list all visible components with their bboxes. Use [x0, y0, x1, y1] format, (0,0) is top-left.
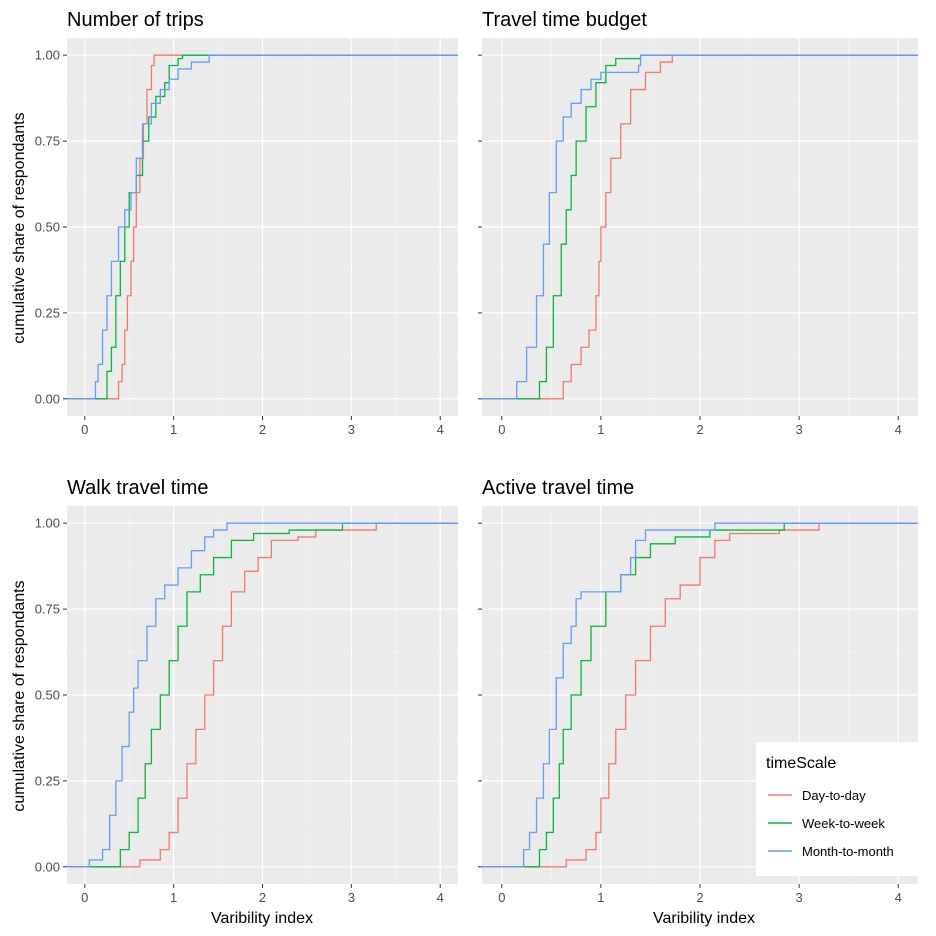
x-tick-label: 2 [696, 890, 703, 905]
x-tick-label: 2 [696, 422, 703, 437]
panel-number-of-trips: Number of trips 0 1 2 3 4 0.00 0.25 0.50 0.75 1.00 [35, 9, 458, 437]
x-tick-label: 4 [895, 422, 902, 437]
legend-title: timeScale [766, 755, 836, 772]
legend: timeScale Day-to-day Week-to-week Month-… [756, 742, 918, 876]
series-line-month-to-month [482, 54, 918, 400]
x-tick-label: 4 [437, 890, 444, 905]
y-tick-label: 0.00 [35, 859, 60, 874]
series-line-month-to-month [482, 522, 918, 868]
facet-panels: Number of trips 0 1 2 3 4 0.00 0.25 0.50 0.75 1.00… [35, 9, 918, 905]
x-tick-label: 2 [259, 890, 266, 905]
panel-title: Walk travel time [67, 477, 209, 499]
series-line-week-to-week [482, 54, 918, 400]
x-tick-label: 3 [795, 890, 802, 905]
y-tick-label: 0.75 [35, 602, 60, 617]
panel-title: Travel time budget [482, 9, 647, 31]
y-tick-label: 0.25 [35, 773, 60, 788]
legend-box [756, 742, 918, 876]
series-line-week-to-week [482, 522, 918, 868]
y-axis-title-bottom: cumulative share of respondants [11, 580, 28, 811]
legend-label-month-to-month: Month-to-month [802, 844, 894, 859]
x-tick-label: 3 [348, 422, 355, 437]
series-line-day-to-day [67, 522, 458, 868]
y-tick-label: 1.00 [35, 516, 60, 531]
x-tick-label: 1 [597, 422, 604, 437]
series-line-week-to-week [67, 522, 458, 868]
x-tick-label: 1 [170, 422, 177, 437]
legend-label-day-to-day: Day-to-day [802, 788, 866, 803]
panel-title: Number of trips [67, 9, 204, 31]
x-tick-label: 0 [81, 422, 88, 437]
x-tick-label: 0 [498, 422, 505, 437]
y-tick-label: 0.75 [35, 134, 60, 149]
y-tick-label: 0.25 [35, 305, 60, 320]
legend-label-week-to-week: Week-to-week [802, 816, 885, 831]
series-line-day-to-day [482, 522, 918, 868]
x-axis-title-right: Varibility index [653, 910, 755, 927]
x-tick-label: 0 [81, 890, 88, 905]
panel-walk-travel-time: Walk travel time 0 1 2 3 4 0.00 0.25 0.50 0.75 1.0… [35, 477, 458, 905]
y-tick-label: 0.00 [35, 391, 60, 406]
x-tick-label: 0 [498, 890, 505, 905]
x-tick-label: 1 [170, 890, 177, 905]
y-axis-title-top: cumulative share of respondants [11, 112, 28, 343]
x-tick-label: 4 [437, 422, 444, 437]
y-tick-label: 0.50 [35, 220, 60, 235]
x-axis-title-left: Varibility index [211, 910, 313, 927]
series-line-day-to-day [482, 54, 918, 400]
series-line-day-to-day [67, 54, 458, 400]
series-line-month-to-month [67, 54, 458, 400]
x-tick-label: 3 [795, 422, 802, 437]
x-tick-label: 1 [597, 890, 604, 905]
x-tick-label: 2 [259, 422, 266, 437]
x-tick-label: 3 [348, 890, 355, 905]
panel-title: Active travel time [482, 477, 634, 499]
y-tick-label: 0.50 [35, 688, 60, 703]
y-tick-label: 1.00 [35, 48, 60, 63]
panel-travel-time-budget: Travel time budget 0 1 2 3 4 [478, 9, 918, 437]
series-line-month-to-month [67, 522, 458, 868]
x-tick-label: 4 [895, 890, 902, 905]
